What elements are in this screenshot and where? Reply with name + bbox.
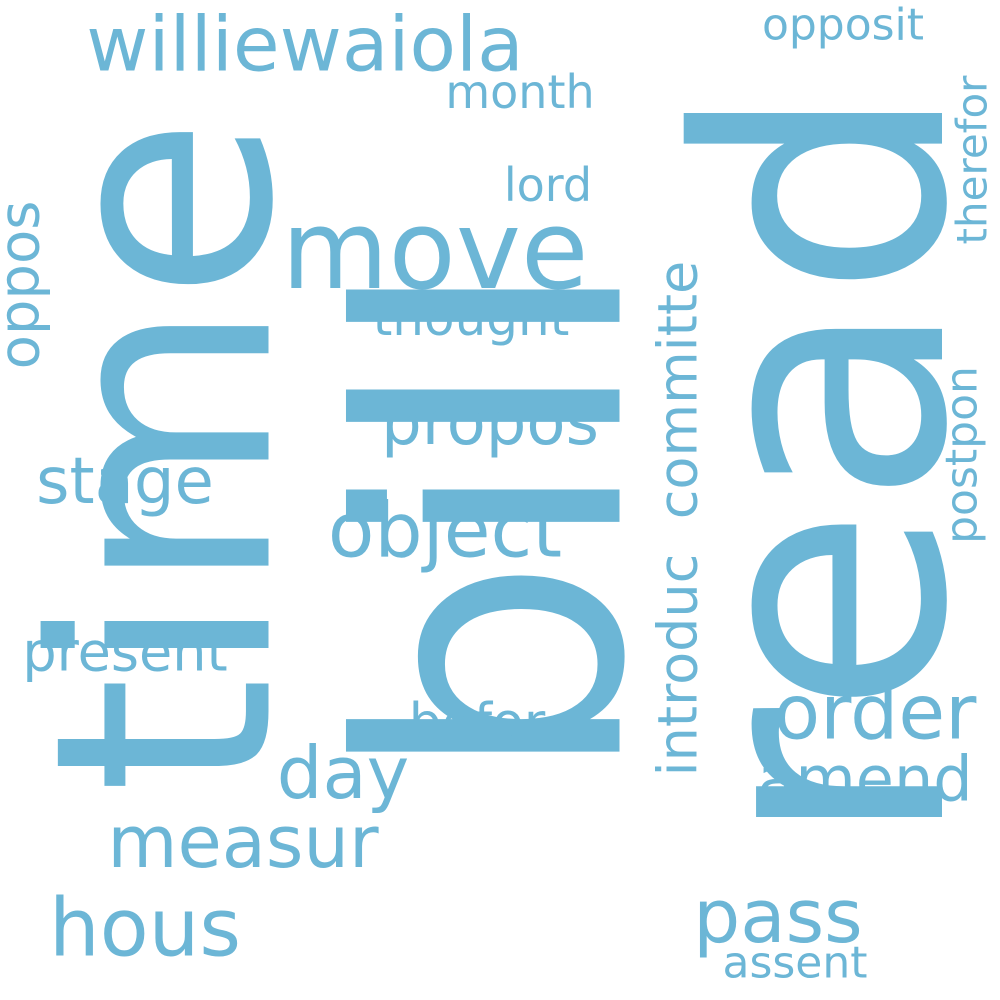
word-opposit: opposit <box>762 0 924 51</box>
word-time: time <box>0 116 340 794</box>
word-committe: committe <box>647 261 710 520</box>
word-day: day <box>277 731 409 815</box>
word-befor: befor <box>409 693 546 753</box>
word-amend: amend <box>757 743 972 816</box>
word-hous: hous <box>49 882 241 975</box>
word-pass: pass <box>693 874 862 960</box>
word-introduc: introduc <box>647 554 710 777</box>
word-month: month <box>445 65 594 119</box>
word-read: read <box>627 82 1000 848</box>
word-present: present <box>22 621 227 684</box>
word-lord: lord <box>504 158 592 212</box>
word-williewaiola: williewaiola <box>86 0 523 89</box>
word-move: move <box>281 186 588 314</box>
word-assent: assent <box>722 938 867 989</box>
word-oppos: oppos <box>0 201 53 370</box>
word-measur: measur <box>107 800 379 884</box>
word-order: order <box>774 668 977 757</box>
word-thought: thought <box>373 289 570 347</box>
word-therefor: therefor <box>948 75 997 245</box>
word-bill: bill <box>286 256 705 785</box>
word-propos: propos <box>381 386 599 460</box>
word-postpon: postpon <box>937 366 988 544</box>
word-object: object <box>328 486 562 575</box>
word-stage: stage <box>36 445 214 519</box>
